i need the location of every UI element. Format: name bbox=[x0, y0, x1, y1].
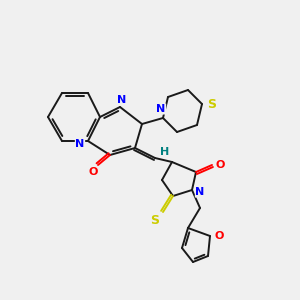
Text: N: N bbox=[75, 139, 85, 149]
Text: N: N bbox=[156, 104, 166, 114]
Text: O: O bbox=[88, 167, 98, 177]
Text: N: N bbox=[117, 95, 127, 105]
Text: S: S bbox=[151, 214, 160, 226]
Text: N: N bbox=[195, 187, 205, 197]
Text: O: O bbox=[215, 160, 225, 170]
Text: S: S bbox=[208, 98, 217, 110]
Text: H: H bbox=[160, 147, 169, 157]
Text: O: O bbox=[214, 231, 224, 241]
